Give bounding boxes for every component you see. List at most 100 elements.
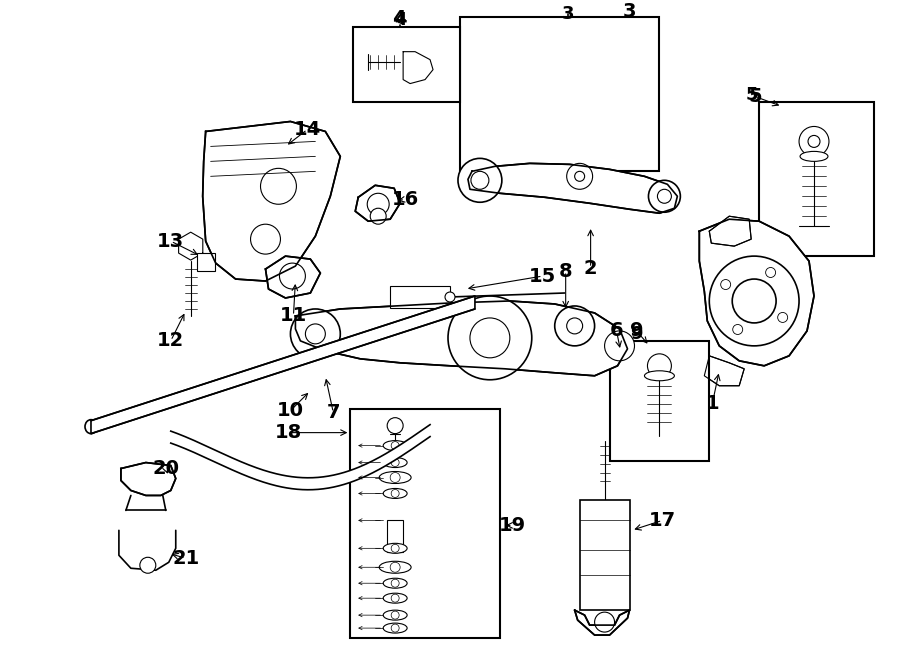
- Circle shape: [448, 296, 532, 380]
- Polygon shape: [121, 463, 176, 496]
- Ellipse shape: [383, 441, 407, 451]
- Ellipse shape: [644, 371, 674, 381]
- Circle shape: [575, 171, 585, 181]
- Text: 3: 3: [562, 5, 574, 22]
- Text: 8: 8: [559, 262, 572, 280]
- Circle shape: [649, 180, 680, 212]
- Circle shape: [392, 459, 399, 467]
- Text: 16: 16: [392, 190, 418, 209]
- Polygon shape: [91, 296, 475, 434]
- Polygon shape: [709, 216, 752, 246]
- Text: 19: 19: [500, 516, 526, 535]
- Circle shape: [471, 171, 489, 189]
- Circle shape: [391, 473, 401, 483]
- Polygon shape: [295, 301, 627, 376]
- Circle shape: [567, 163, 592, 189]
- Circle shape: [605, 331, 634, 361]
- Circle shape: [367, 193, 389, 215]
- Text: 6: 6: [609, 321, 624, 340]
- Circle shape: [733, 279, 776, 323]
- Ellipse shape: [383, 593, 407, 603]
- Polygon shape: [171, 424, 430, 490]
- Circle shape: [370, 208, 386, 224]
- Circle shape: [766, 268, 776, 278]
- Bar: [760, 102, 874, 256]
- Bar: [350, 408, 500, 638]
- Circle shape: [733, 325, 742, 334]
- Circle shape: [799, 126, 829, 157]
- Text: 1: 1: [706, 394, 719, 413]
- Circle shape: [291, 309, 340, 359]
- Circle shape: [445, 292, 455, 302]
- Text: 5: 5: [749, 87, 762, 106]
- Circle shape: [554, 306, 595, 346]
- Text: 4: 4: [392, 9, 406, 28]
- Circle shape: [391, 563, 401, 572]
- Bar: [391, 286, 450, 308]
- Circle shape: [721, 280, 731, 290]
- Polygon shape: [202, 122, 340, 281]
- Ellipse shape: [383, 488, 407, 498]
- Polygon shape: [468, 163, 678, 214]
- Text: 20: 20: [152, 459, 179, 478]
- Ellipse shape: [383, 543, 407, 553]
- Ellipse shape: [383, 610, 407, 620]
- Polygon shape: [705, 356, 744, 386]
- Circle shape: [387, 418, 403, 434]
- Circle shape: [709, 256, 799, 346]
- Circle shape: [250, 224, 281, 254]
- Text: 9: 9: [630, 321, 644, 340]
- Text: 7: 7: [327, 403, 340, 422]
- Circle shape: [458, 159, 502, 202]
- Ellipse shape: [800, 151, 828, 161]
- Ellipse shape: [383, 623, 407, 633]
- Circle shape: [808, 136, 820, 147]
- Circle shape: [305, 324, 325, 344]
- Text: 10: 10: [277, 401, 304, 420]
- Ellipse shape: [379, 561, 411, 573]
- Text: 13: 13: [158, 231, 184, 251]
- Bar: [460, 17, 660, 171]
- Circle shape: [412, 418, 428, 435]
- Text: 5: 5: [746, 85, 759, 104]
- Text: 11: 11: [280, 307, 307, 325]
- Circle shape: [260, 169, 296, 204]
- Polygon shape: [356, 185, 400, 221]
- Bar: [400, 416, 440, 438]
- Polygon shape: [266, 256, 320, 298]
- Circle shape: [392, 489, 399, 498]
- Circle shape: [140, 557, 156, 573]
- Bar: [609, 341, 709, 461]
- Text: 14: 14: [293, 120, 321, 139]
- Bar: [387, 520, 403, 553]
- Text: 3: 3: [623, 2, 636, 21]
- Circle shape: [778, 313, 788, 323]
- Text: 4: 4: [394, 11, 407, 28]
- Ellipse shape: [383, 457, 407, 467]
- Text: 15: 15: [529, 266, 556, 286]
- Text: 9: 9: [630, 325, 643, 343]
- Circle shape: [392, 442, 399, 449]
- Circle shape: [657, 189, 671, 203]
- Circle shape: [392, 579, 399, 587]
- Polygon shape: [575, 610, 629, 635]
- Circle shape: [392, 611, 399, 619]
- Ellipse shape: [383, 578, 407, 588]
- Text: 17: 17: [649, 511, 676, 530]
- Circle shape: [647, 354, 671, 378]
- Circle shape: [392, 594, 399, 602]
- Text: 12: 12: [158, 331, 184, 350]
- Text: 2: 2: [584, 258, 598, 278]
- Circle shape: [280, 263, 305, 289]
- Polygon shape: [699, 219, 814, 366]
- Circle shape: [567, 318, 582, 334]
- Circle shape: [392, 544, 399, 553]
- Text: 21: 21: [172, 549, 199, 568]
- Ellipse shape: [85, 420, 97, 434]
- Bar: [580, 500, 629, 610]
- Text: 18: 18: [274, 423, 302, 442]
- Bar: [197, 253, 214, 271]
- Ellipse shape: [379, 471, 411, 483]
- Circle shape: [392, 624, 399, 632]
- Circle shape: [595, 612, 615, 632]
